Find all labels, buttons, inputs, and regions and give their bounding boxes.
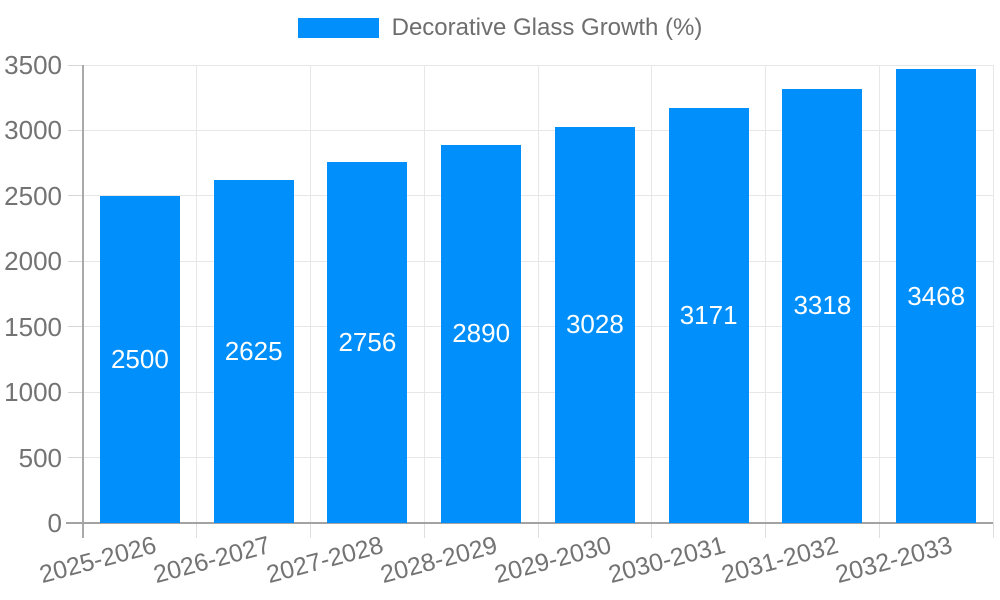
x-gridline (310, 65, 311, 523)
bar[interactable]: 3318 (782, 88, 863, 523)
bar-value-label: 3028 (565, 309, 624, 340)
x-axis-tick (992, 523, 994, 538)
bar[interactable]: 3468 (896, 69, 977, 523)
bar[interactable]: 2756 (327, 162, 408, 523)
y-axis-tick-label: 0 (47, 508, 62, 538)
x-axis-tick (196, 523, 198, 538)
y-axis-line (82, 65, 84, 538)
legend-marker-icon (297, 18, 379, 38)
x-axis-tick (537, 523, 539, 538)
x-gridline (537, 65, 539, 523)
y-axis-tick-label: 500 (18, 442, 62, 473)
y-axis-tick-label: 3500 (4, 50, 62, 80)
y-axis-tick (68, 64, 83, 66)
x-gridline (765, 65, 766, 523)
bar-value-label: 3318 (793, 290, 852, 321)
y-axis-tick-label: 2500 (4, 180, 62, 211)
bar-value-label: 3171 (679, 300, 738, 331)
bar[interactable]: 3028 (554, 126, 635, 523)
bar[interactable]: 2625 (213, 179, 294, 523)
y-axis-tick (68, 195, 83, 197)
bar[interactable]: 2890 (441, 144, 522, 523)
x-axis-tick (765, 523, 766, 538)
bar-value-label: 2500 (110, 343, 169, 374)
bar-value-label: 2625 (224, 335, 283, 366)
x-axis-tick (878, 523, 880, 538)
x-axis-line (66, 522, 993, 524)
y-axis-tick (68, 260, 83, 262)
y-axis-tick-label: 1000 (4, 377, 62, 408)
legend-series-label: Decorative Glass Growth (%) (391, 14, 703, 41)
y-axis-tick (68, 391, 83, 393)
x-gridline (196, 65, 198, 523)
x-gridline (423, 65, 425, 523)
x-axis-tick (651, 523, 653, 538)
y-axis-tick-label: 2000 (4, 246, 62, 277)
bar[interactable]: 3171 (668, 108, 749, 523)
bar-value-label: 3468 (907, 280, 966, 311)
y-axis-tick (68, 457, 83, 459)
x-gridline (651, 65, 653, 523)
y-axis-tick (68, 129, 83, 131)
bar-value-label: 2890 (452, 318, 511, 349)
chart-legend[interactable]: Decorative Glass Growth (%) (0, 14, 1000, 42)
bar[interactable]: 2500 (99, 195, 180, 523)
x-axis-tick (310, 523, 311, 538)
y-axis-tick (68, 326, 83, 328)
y-axis-tick-label: 3000 (4, 115, 62, 146)
y-axis-tick-label: 1500 (4, 311, 62, 342)
x-gridline (878, 65, 880, 523)
bar-value-label: 2756 (338, 327, 397, 358)
x-axis-tick (423, 523, 425, 538)
x-gridline (992, 65, 994, 523)
